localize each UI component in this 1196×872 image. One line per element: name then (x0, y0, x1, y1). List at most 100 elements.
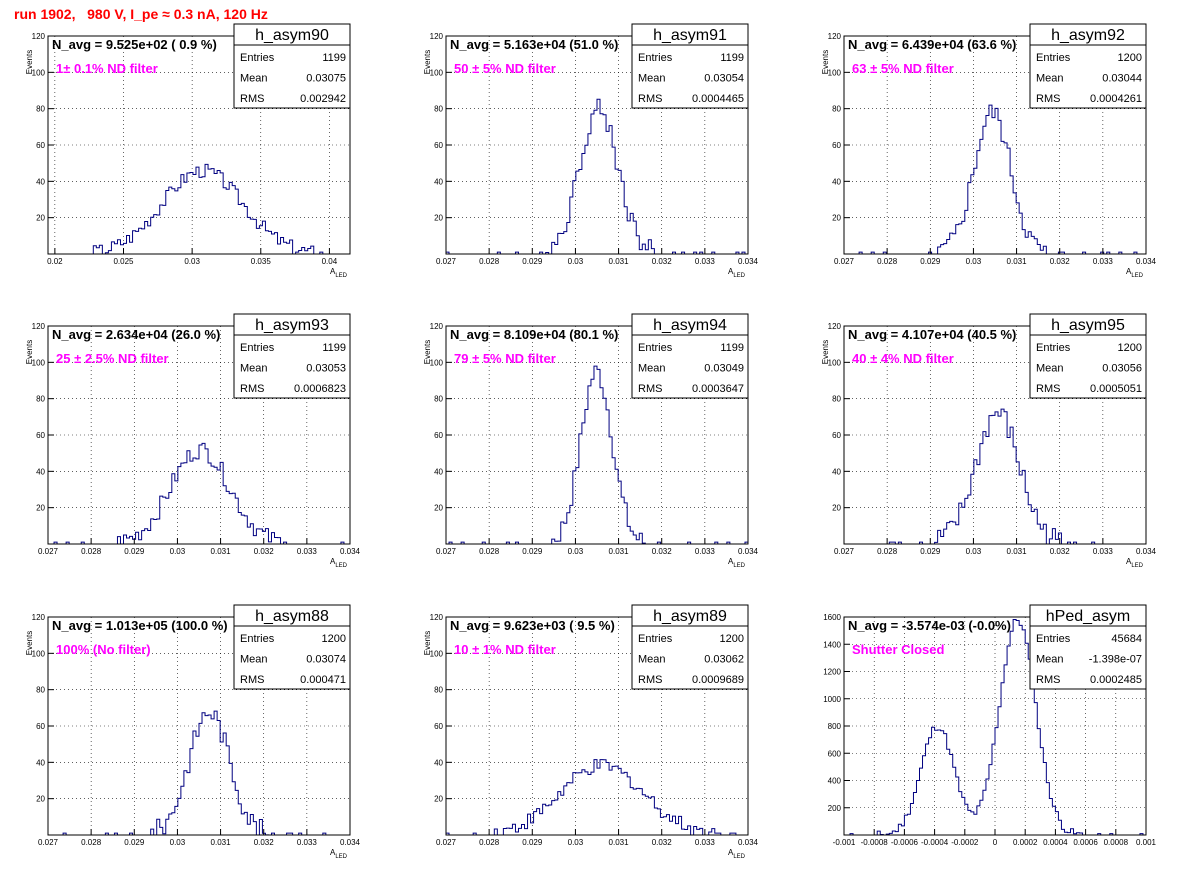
filter-annotation: 1± 0.1% ND filter (56, 61, 158, 76)
stats-key: Mean (1036, 363, 1064, 375)
x-axis-label: ALED (330, 848, 348, 860)
panel-h_asym88: 0.027 0.028 0.029 0.03 0.031 0.032 0.033 0.034 2… (25, 604, 361, 860)
x-tick-label: 0.03 (170, 547, 186, 556)
navg-label: N_avg = 4.107e+04 (40.5 %) (848, 327, 1016, 342)
y-tick-label: 40 (832, 467, 841, 476)
x-tick-label: 0.027 (436, 547, 457, 556)
stats-key: Entries (638, 342, 673, 354)
x-tick-label: 0.027 (38, 838, 59, 847)
y-tick-label: 40 (36, 758, 45, 767)
y-tick-label: 60 (832, 141, 841, 150)
y-tick-label: 20 (36, 504, 45, 513)
x-tick-label: 0.031 (1007, 547, 1028, 556)
stats-key: Entries (638, 52, 673, 64)
histogram-name: h_asym91 (653, 27, 727, 44)
x-tick-label: 0.032 (1050, 547, 1071, 556)
y-tick-label: 40 (434, 177, 443, 186)
y-tick-label: 100 (828, 358, 842, 367)
y-tick-label: 60 (434, 141, 443, 150)
y-tick-label: 800 (828, 722, 842, 731)
x-tick-label: -0.001 (833, 838, 856, 847)
x-tick-label: 0.029 (522, 257, 543, 266)
x-tick-label: 0.03 (184, 257, 200, 266)
stats-key: RMS (1036, 674, 1060, 686)
x-tick-label: 0.028 (877, 257, 898, 266)
y-axis-label: Events (423, 50, 432, 74)
x-tick-label: 0.033 (1093, 547, 1114, 556)
histogram-name: h_asym92 (1051, 27, 1125, 44)
y-tick-label: 120 (32, 613, 46, 622)
panel-h_asym93: 0.027 0.028 0.029 0.03 0.031 0.032 0.033 0.034 2… (25, 313, 361, 569)
y-tick-label: 60 (832, 431, 841, 440)
x-axis-label: ALED (330, 557, 348, 569)
stats-value: 0.03044 (1102, 73, 1142, 85)
y-tick-label: 1400 (823, 640, 841, 649)
histogram-name: h_asym88 (255, 608, 329, 625)
y-tick-label: 100 (32, 649, 46, 658)
x-tick-label: 0.03 (568, 547, 584, 556)
x-tick-label: 0.031 (211, 547, 232, 556)
stats-value: 0.03049 (704, 363, 744, 375)
x-tick-label: 0.028 (479, 838, 500, 847)
x-tick-label: 0.03 (966, 257, 982, 266)
panel-hPed_asym: -0.001 -0.0008 -0.0006 -0.0004 -0.0002 0 0.000… (823, 604, 1157, 847)
y-tick-label: 20 (434, 795, 443, 804)
y-tick-label: 120 (828, 32, 842, 41)
x-tick-label: 0.029 (124, 547, 145, 556)
stats-value: 1200 (1118, 342, 1142, 354)
stats-key: Mean (240, 654, 268, 666)
stats-key: RMS (638, 93, 662, 105)
stats-key: Entries (1036, 342, 1071, 354)
y-tick-label: 60 (36, 722, 45, 731)
stats-value: 0.03075 (306, 73, 346, 85)
x-tick-label: 0.033 (695, 547, 716, 556)
stats-key: Mean (1036, 654, 1064, 666)
stats-value: 0.0004261 (1090, 93, 1142, 105)
y-tick-label: 60 (434, 722, 443, 731)
x-tick-label: 0 (993, 838, 998, 847)
stats-box (631, 604, 749, 690)
stats-key: Entries (1036, 52, 1071, 64)
y-tick-label: 20 (434, 214, 443, 223)
x-tick-label: 0.029 (920, 257, 941, 266)
histogram-line (445, 759, 748, 836)
y-axis-label: Events (25, 50, 34, 74)
stats-value: 1200 (720, 633, 744, 645)
stats-key: Entries (638, 633, 673, 645)
stats-box (631, 313, 749, 399)
y-tick-label: 60 (434, 431, 443, 440)
navg-label: N_avg = 8.109e+04 (80.1 %) (450, 327, 618, 342)
stats-key: RMS (240, 674, 264, 686)
x-tick-label: 0.0004 (1043, 838, 1068, 847)
y-tick-label: 100 (430, 649, 444, 658)
x-tick-label: 0.029 (124, 838, 145, 847)
histogram-line (844, 104, 1146, 255)
x-tick-label: 0.034 (340, 838, 361, 847)
navg-label: N_avg = 9.623e+03 ( 9.5 %) (450, 618, 615, 633)
x-tick-label: 0.031 (609, 257, 630, 266)
x-tick-label: 0.027 (436, 838, 457, 847)
stats-value: -1.398e-07 (1089, 654, 1142, 666)
x-tick-label: 0.031 (1007, 257, 1028, 266)
histogram-line (48, 442, 350, 545)
x-tick-label: 0.027 (834, 257, 855, 266)
stats-key: Mean (638, 363, 666, 375)
stats-key: RMS (1036, 93, 1060, 105)
x-axis-label: ALED (330, 267, 348, 279)
x-tick-label: 0.03 (568, 257, 584, 266)
y-axis-label: Events (423, 340, 432, 364)
page-title: run 1902, 980 V, I_pe ≈ 0.3 nA, 120 Hz (14, 6, 268, 22)
y-tick-label: 120 (828, 322, 842, 331)
histogram-name: h_asym89 (653, 608, 727, 625)
stats-box (233, 313, 351, 399)
x-tick-label: 0.034 (738, 257, 759, 266)
x-tick-label: 0.028 (479, 257, 500, 266)
x-tick-label: 0.03 (966, 547, 982, 556)
navg-label: N_avg = 9.525e+02 ( 0.9 %) (52, 37, 217, 52)
stats-key: RMS (1036, 383, 1060, 395)
histogram-name: h_asym94 (653, 317, 727, 334)
stats-key: RMS (240, 383, 264, 395)
y-tick-label: 20 (832, 504, 841, 513)
panel-h_asym91: 0.027 0.028 0.029 0.03 0.031 0.032 0.033 0.034 2… (423, 23, 759, 279)
stats-value: 0.03062 (704, 654, 744, 666)
